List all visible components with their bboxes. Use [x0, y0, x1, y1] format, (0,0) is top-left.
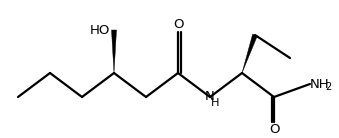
Text: N: N — [205, 91, 215, 104]
Text: 2: 2 — [325, 82, 331, 92]
Polygon shape — [242, 34, 257, 73]
Text: O: O — [173, 18, 183, 31]
Text: HO: HO — [89, 23, 110, 36]
Text: H: H — [211, 98, 220, 108]
Polygon shape — [112, 30, 117, 73]
Text: O: O — [269, 123, 279, 136]
Text: NH: NH — [310, 78, 330, 91]
